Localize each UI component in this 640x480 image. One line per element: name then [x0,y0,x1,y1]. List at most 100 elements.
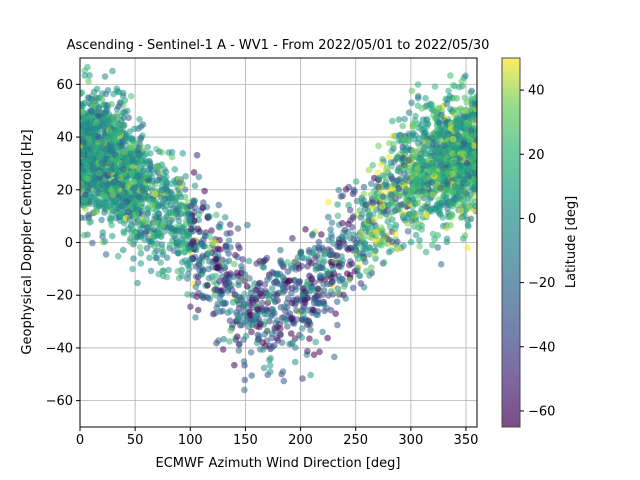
scatter-point [118,142,125,149]
scatter-point [315,244,322,251]
scatter-point [346,276,353,284]
scatter-point [147,267,155,275]
scatter-point [101,73,109,80]
scatter-point [307,326,314,334]
scatter-point [470,142,477,149]
scatter-point [103,133,111,140]
scatter-point [124,225,132,233]
scatter-point [311,294,319,301]
scatter-point [426,145,434,152]
scatter-point [165,149,173,156]
scatter-point [267,354,275,362]
scatter-point [307,371,315,379]
scatter-point [297,248,305,256]
scatter-point [467,215,475,223]
scatter-point [93,85,101,93]
scatter-point [136,244,144,251]
scatter-point [279,285,287,293]
scatter-point [165,266,172,274]
scatter-point [112,198,120,206]
scatter-point [437,132,444,140]
scatter-point [341,283,348,290]
scatter-point [80,139,88,147]
scatter-point [403,174,411,181]
scatter-point [133,172,140,180]
x-tick-label: 100 [178,433,203,448]
scatter-point [187,303,194,311]
scatter-point [392,230,399,237]
scatter-point [84,63,91,71]
scatter-point [204,294,212,301]
scatter-point [472,179,477,187]
scatter-point [447,105,454,113]
scatter-point [393,206,401,213]
scatter-point [264,276,271,283]
scatter-point [429,230,437,238]
scatter-point [280,377,288,385]
scatter-point [304,307,312,314]
scatter-point [402,186,410,193]
scatter-point [103,108,110,115]
scatter-point [133,206,140,213]
colorbar-ticks: −60 −40 −20 0 20 40 [520,84,555,419]
scatter-point [189,238,196,245]
scatter-point [99,191,107,199]
scatter-point [292,296,300,304]
scatter-point [227,327,234,334]
scatter-point [430,170,437,177]
scatter-point [458,186,465,193]
scatter-point [389,132,397,140]
scatter-point [254,306,262,313]
scatter-point [98,138,106,146]
scatter-point [220,335,228,343]
scatter-point [148,172,156,180]
scatter-point [271,310,278,317]
scatter-point [82,156,89,164]
scatter-point [157,194,165,201]
scatter-point [422,94,429,102]
scatter-point [111,151,119,158]
scatter-point [102,186,109,194]
scatter-point [411,117,419,124]
scatter-point [378,203,386,210]
scatter-point [342,232,349,240]
scatter-point [381,173,389,181]
scatter-point [151,190,159,198]
scatter-point [445,171,453,178]
scatter-point [248,321,256,328]
scatter-point [143,245,151,252]
scatter-point [234,253,241,261]
scatter-point [136,196,144,203]
scatter-point [184,244,192,252]
scatter-point [199,204,206,211]
scatter-point [139,186,146,194]
scatter-point [458,149,465,156]
scatter-point [388,175,396,183]
scatter-point [445,87,452,95]
scatter-point [279,368,287,375]
scatter-point [423,203,431,211]
scatter-point [395,116,403,123]
scatter-point [374,193,381,201]
scatter-point [368,180,375,187]
scatter-point [357,280,365,287]
scatter-point [220,299,227,306]
scatter-point [173,195,180,202]
scatter-point [419,134,427,141]
scatter-point [331,353,338,361]
scatter-point [464,221,472,229]
scatter-point [213,211,220,219]
scatter-point [204,282,211,289]
scatter-point [186,203,193,210]
y-axis-label: Geophysical Doppler Centroid [Hz] [20,129,35,354]
scatter-point [392,195,400,203]
scatter-point [366,233,373,241]
scatter-point [288,315,296,323]
scatter-point [153,177,160,184]
scatter-point [226,317,234,325]
scatter-point [102,90,110,98]
scatter-point [98,181,106,188]
scatter-point [353,197,361,205]
scatter-point [401,115,408,123]
scatter-point [336,243,344,250]
